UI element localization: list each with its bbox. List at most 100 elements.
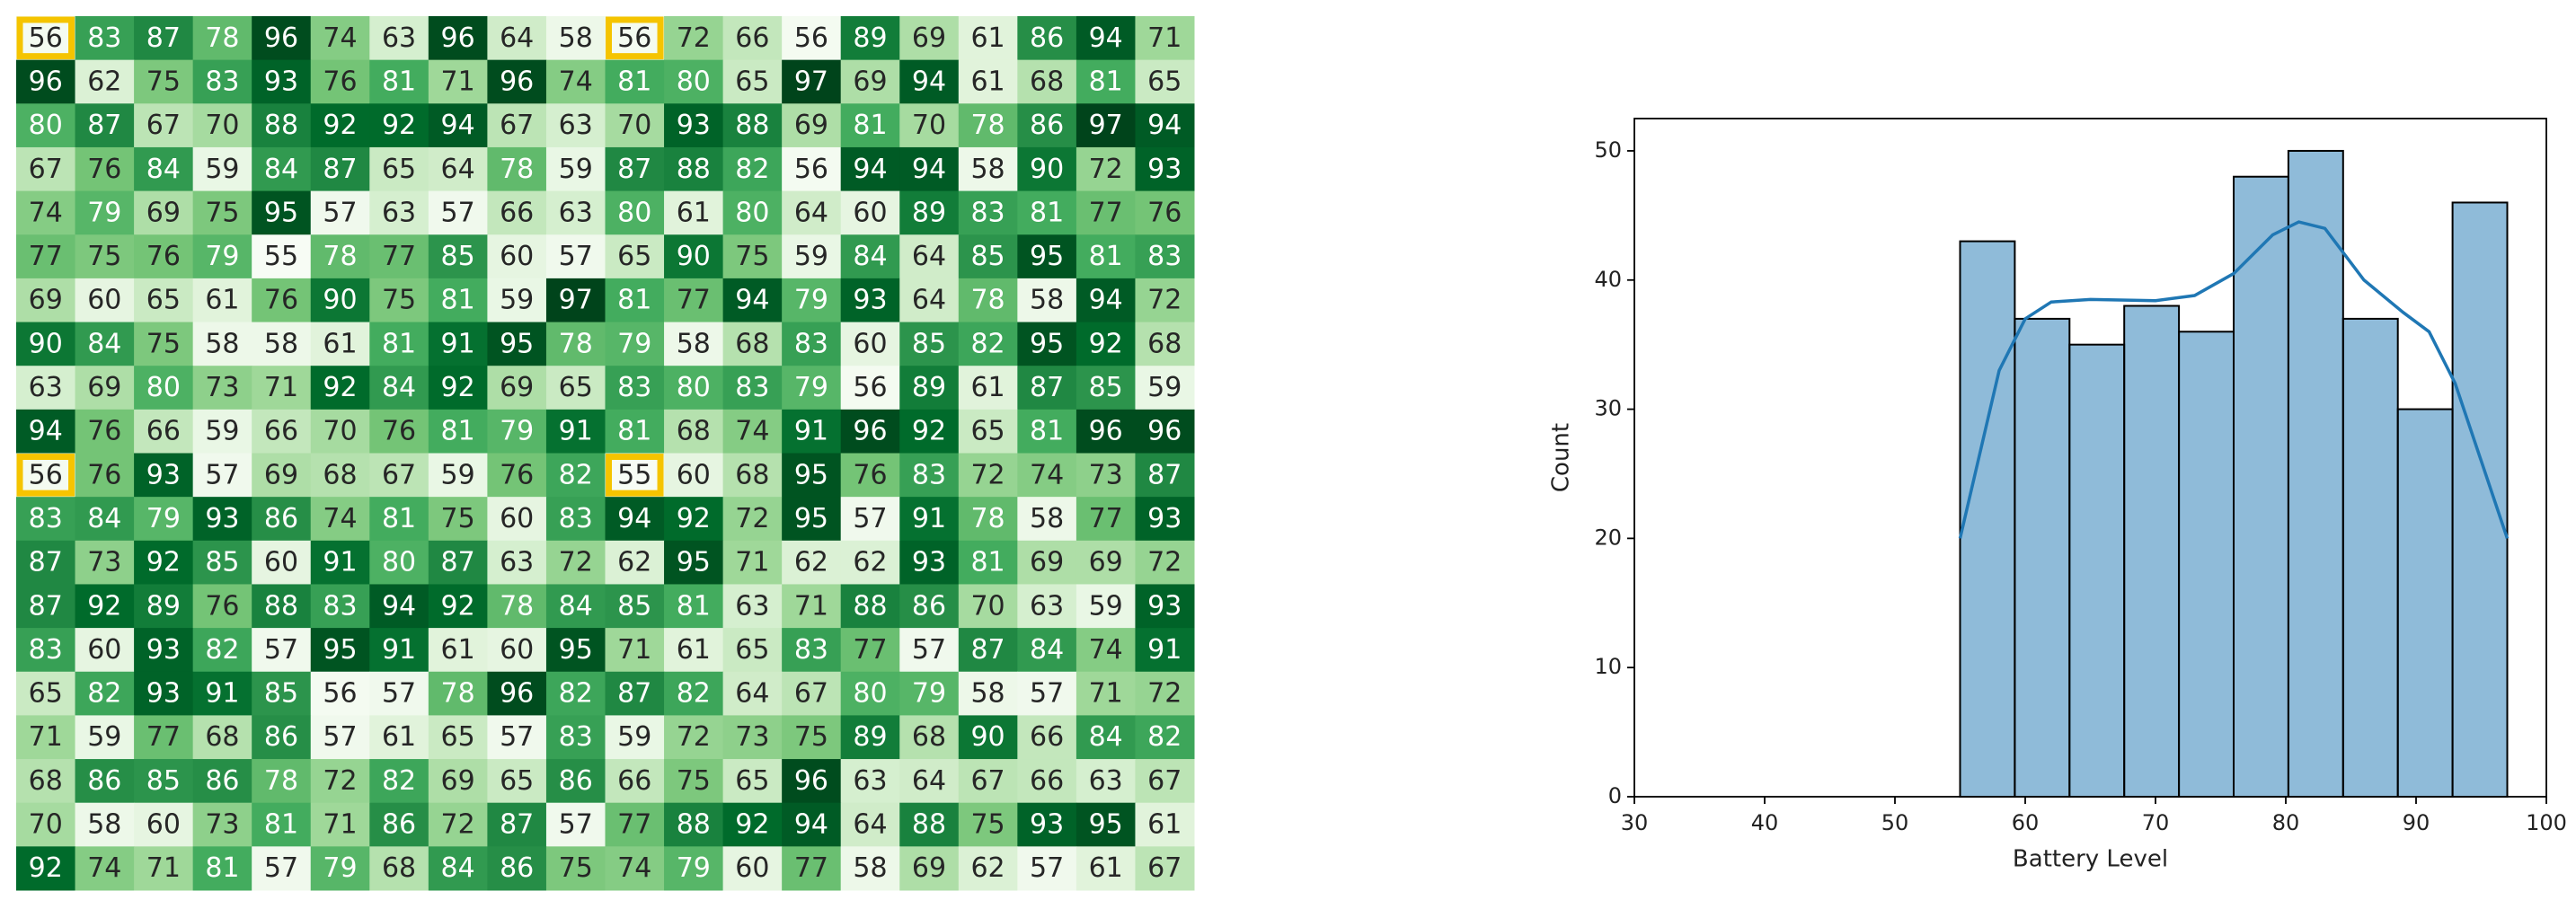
heatmap-cell [664,59,724,104]
y-tick-label: 30 [1594,396,1622,421]
cell-label: 72 [1147,285,1182,316]
cell-label: 83 [912,459,946,490]
cell-label: 76 [500,459,534,490]
heatmap-cell [252,103,312,148]
heatmap-cell [605,409,665,454]
cell-label: 84 [441,852,475,884]
heatmap-cell [75,584,135,629]
heatmap-cell [722,671,783,716]
cell-label: 96 [1147,416,1182,447]
cell-label: 64 [912,241,946,272]
cell-label: 57 [912,634,946,666]
cell-label: 94 [912,154,946,185]
cell-label: 67 [794,678,828,710]
heatmap-cell [310,366,370,410]
cell-label: 79 [617,328,651,359]
cell-label: 61 [205,285,239,316]
heatmap-cell [958,234,1018,279]
heatmap-cell [840,322,900,366]
cell-label: 95 [1089,809,1123,841]
cell-label: 64 [853,809,887,841]
heatmap-cell [958,715,1018,760]
cell-label: 85 [912,328,946,359]
cell-label: 96 [264,22,298,54]
cell-label: 69 [29,285,63,316]
cell-label: 74 [735,416,769,447]
heatmap-cell [545,671,606,716]
heatmap-cell [252,628,312,673]
cell-label: 78 [970,285,1005,316]
heatmap-cell [1017,453,1077,498]
heatmap-cell [840,366,900,410]
cell-label: 63 [559,110,593,141]
cell-label: 90 [29,328,63,359]
heatmap-cell [1017,16,1077,61]
heatmap-cell [192,497,252,542]
cell-label: 85 [264,678,298,710]
heatmap-cell [487,628,547,673]
x-tick-label: 90 [2403,810,2430,835]
cell-label: 86 [205,765,239,797]
cell-label: 88 [677,809,711,841]
heatmap-cell [192,409,252,454]
heatmap-cell [1017,802,1077,847]
heatmap-cell [192,846,252,891]
heatmap-cell [16,540,76,585]
cell-label: 63 [29,372,63,403]
cell-label: 65 [735,765,769,797]
cell-label: 69 [1030,547,1064,578]
cell-label: 58 [1030,503,1064,534]
cell-label: 77 [382,241,416,272]
heatmap-cell [958,278,1018,323]
heatmap-cell [487,146,547,192]
cell-label: 80 [735,197,769,228]
cell-label: 96 [794,765,828,797]
heatmap-cell [664,322,724,366]
cell-label: 60 [500,241,534,272]
heatmap-cell [605,190,665,235]
cell-label: 81 [264,809,298,841]
cell-label: 61 [382,721,416,753]
heatmap-cell [1135,628,1195,673]
heatmap-cell [782,16,842,61]
heatmap-cell [310,453,370,498]
y-tick-label: 20 [1594,525,1622,550]
heatmap-cell [192,628,252,673]
heatmap-cell [252,671,312,716]
heatmap-cell [722,322,783,366]
heatmap-cell [664,366,724,410]
cell-label: 93 [264,66,298,97]
heatmap-cell [369,366,429,410]
cell-label: 92 [677,503,711,534]
heatmap-cell [840,103,900,148]
heatmap-cell [252,584,312,629]
heatmap-cell [487,59,547,104]
heatmap-cell [840,146,900,192]
heatmap-cell [722,759,783,804]
heatmap-cell [1135,846,1195,891]
heatmap-cell [252,322,312,366]
heatmap-cell [958,409,1018,454]
cell-label: 87 [970,634,1005,666]
heatmap-cell [1076,366,1136,410]
heatmap-cell [664,628,724,673]
cell-label: 90 [323,285,357,316]
cell-label: 61 [970,372,1005,403]
heatmap-cell [840,278,900,323]
heatmap-cell [1076,234,1136,279]
cell-label: 56 [323,678,357,710]
heatmap-cell [16,497,76,542]
heatmap-cell [1017,190,1077,235]
heatmap-cell [75,628,135,673]
highlight-box [606,16,664,60]
cell-label: 58 [87,809,121,841]
cell-label: 78 [500,154,534,185]
cell-label: 70 [323,416,357,447]
heatmap-cell [899,146,960,192]
heatmap-cell [664,540,724,585]
heatmap-cell [1076,540,1136,585]
x-tick-label: 70 [2142,810,2170,835]
cell-label: 81 [382,66,416,97]
heatmap-cell [310,802,370,847]
cell-label: 82 [1147,721,1182,753]
